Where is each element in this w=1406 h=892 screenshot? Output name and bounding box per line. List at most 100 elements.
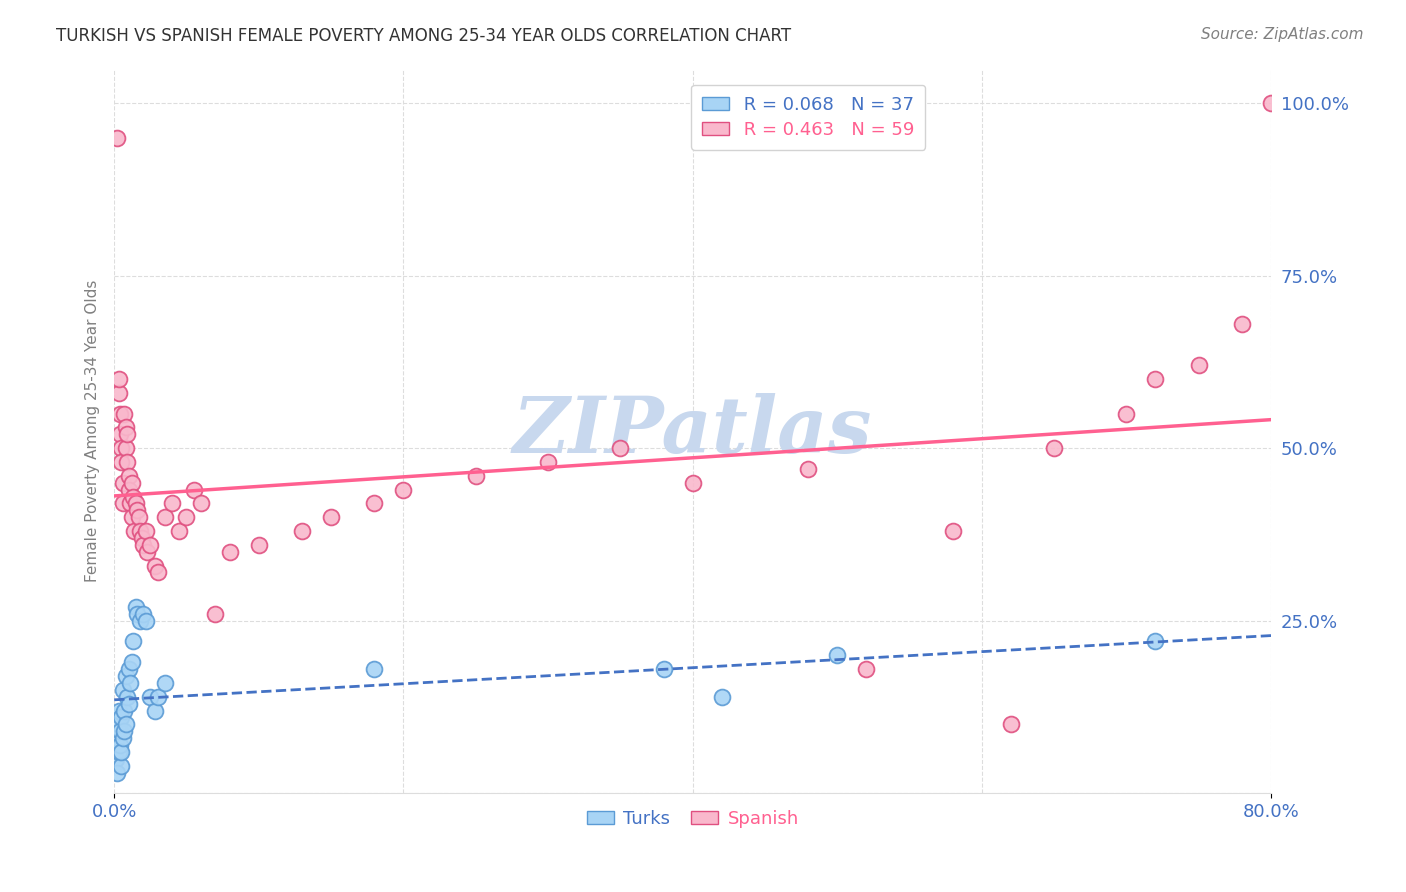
Point xyxy=(114,420,136,434)
Point xyxy=(107,386,129,401)
Point xyxy=(108,407,131,421)
Point xyxy=(110,745,132,759)
Point xyxy=(291,524,314,538)
Point xyxy=(107,717,129,731)
Point xyxy=(160,496,183,510)
Point xyxy=(146,690,169,704)
Y-axis label: Female Poverty Among 25-34 Year Olds: Female Poverty Among 25-34 Year Olds xyxy=(86,280,100,582)
Point xyxy=(143,704,166,718)
Point xyxy=(682,475,704,490)
Point xyxy=(121,655,143,669)
Point xyxy=(176,510,198,524)
Legend: Turks, Spanish: Turks, Spanish xyxy=(579,803,806,835)
Point xyxy=(114,717,136,731)
Point xyxy=(464,468,486,483)
Point xyxy=(107,372,129,386)
Point xyxy=(110,710,132,724)
Point xyxy=(132,538,155,552)
Point xyxy=(128,510,150,524)
Point xyxy=(122,490,145,504)
Point xyxy=(1000,717,1022,731)
Point xyxy=(107,704,129,718)
Point xyxy=(392,483,415,497)
Point xyxy=(609,441,631,455)
Point xyxy=(115,690,138,704)
Point xyxy=(121,510,143,524)
Point xyxy=(124,524,146,538)
Point xyxy=(132,607,155,621)
Point xyxy=(118,662,141,676)
Point xyxy=(319,510,342,524)
Point xyxy=(183,483,205,497)
Point xyxy=(110,455,132,469)
Point xyxy=(105,731,128,745)
Point xyxy=(143,558,166,573)
Point xyxy=(129,614,152,628)
Point xyxy=(127,607,149,621)
Point xyxy=(135,524,157,538)
Point xyxy=(114,669,136,683)
Point xyxy=(825,648,848,663)
Point xyxy=(1230,317,1253,331)
Point xyxy=(112,704,135,718)
Point xyxy=(1144,372,1167,386)
Point xyxy=(112,407,135,421)
Point xyxy=(110,758,132,772)
Point xyxy=(1043,441,1066,455)
Point xyxy=(218,545,240,559)
Point xyxy=(1144,634,1167,648)
Point xyxy=(247,538,270,552)
Point xyxy=(125,599,148,614)
Point xyxy=(136,545,159,559)
Point xyxy=(363,496,385,510)
Point xyxy=(135,614,157,628)
Point xyxy=(139,538,162,552)
Point xyxy=(153,510,176,524)
Point xyxy=(652,662,675,676)
Point xyxy=(108,427,131,442)
Point xyxy=(1260,96,1282,111)
Point xyxy=(120,676,142,690)
Point xyxy=(169,524,191,538)
Text: Source: ZipAtlas.com: Source: ZipAtlas.com xyxy=(1201,27,1364,42)
Point xyxy=(190,496,212,510)
Point xyxy=(107,745,129,759)
Point xyxy=(110,441,132,455)
Point xyxy=(122,634,145,648)
Point xyxy=(121,475,143,490)
Point xyxy=(855,662,877,676)
Point xyxy=(129,524,152,538)
Point xyxy=(105,130,128,145)
Point xyxy=(942,524,965,538)
Point xyxy=(115,427,138,442)
Point xyxy=(111,475,134,490)
Point xyxy=(125,496,148,510)
Point xyxy=(120,496,142,510)
Point xyxy=(1188,359,1211,373)
Point xyxy=(114,441,136,455)
Point xyxy=(108,724,131,739)
Point xyxy=(104,752,127,766)
Point xyxy=(118,697,141,711)
Point xyxy=(118,468,141,483)
Point xyxy=(537,455,560,469)
Point xyxy=(139,690,162,704)
Point xyxy=(108,738,131,752)
Point xyxy=(111,682,134,697)
Point xyxy=(710,690,733,704)
Point xyxy=(363,662,385,676)
Point xyxy=(118,483,141,497)
Point xyxy=(146,566,169,580)
Point xyxy=(105,765,128,780)
Point xyxy=(111,496,134,510)
Point xyxy=(111,731,134,745)
Point xyxy=(204,607,226,621)
Point xyxy=(112,724,135,739)
Point xyxy=(1115,407,1137,421)
Point xyxy=(153,676,176,690)
Text: TURKISH VS SPANISH FEMALE POVERTY AMONG 25-34 YEAR OLDS CORRELATION CHART: TURKISH VS SPANISH FEMALE POVERTY AMONG … xyxy=(56,27,792,45)
Point xyxy=(127,503,149,517)
Point xyxy=(115,455,138,469)
Text: ZIPatlas: ZIPatlas xyxy=(513,392,872,469)
Point xyxy=(797,462,820,476)
